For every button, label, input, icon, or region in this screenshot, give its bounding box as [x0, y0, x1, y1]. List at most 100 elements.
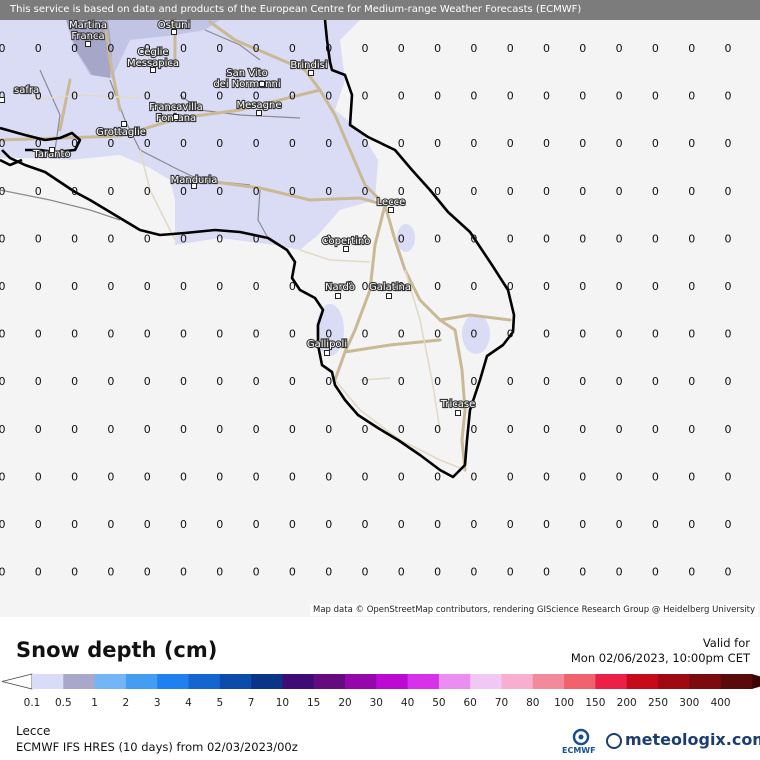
grid-value: 0 [216, 470, 223, 483]
city-name: Nardò [325, 281, 355, 293]
city-label: safra [0, 84, 40, 103]
grid-value: 0 [216, 375, 223, 388]
grid-value: 0 [325, 566, 332, 579]
grid-value: 0 [398, 185, 405, 198]
colorbar-tick-label: 1 [91, 697, 98, 709]
grid-value: 0 [652, 470, 659, 483]
colorbar-tick-label: 60 [463, 697, 477, 709]
city-marker [173, 114, 179, 120]
grid-value: 0 [543, 423, 550, 436]
grid-value: 0 [253, 42, 260, 55]
grid-value: 0 [253, 423, 260, 436]
grid-value: 0 [652, 280, 659, 293]
grid-value: 0 [289, 375, 296, 388]
map-canvas: 0 0 0 0 0 0 0 0 0 0 0 0 0 0 0 0 0 0 0 0 0 0 0 0 0 0 0 0 0 0 0 0 0 0 0 0 0 0 0 0… [0, 18, 732, 579]
grid-value: 0 [362, 185, 369, 198]
valid-time: Mon 02/06/2023, 10:00pm CET [570, 651, 750, 665]
colorbar-segment [689, 674, 722, 689]
grid-value: 0 [0, 137, 6, 150]
colorbar-tick-label: 3 [153, 697, 161, 709]
grid-value: 0 [253, 185, 260, 198]
grid-value: 0 [362, 566, 369, 579]
grid-value: 0 [470, 137, 477, 150]
map-panel[interactable]: 0 0 0 0 0 0 0 0 0 0 0 0 0 0 0 0 0 0 0 0 0 0 0 0 0 0 0 0 0 0 0 0 0 0 0 0 0 0 0 0… [0, 0, 760, 617]
grid-value: 0 [144, 185, 151, 198]
city-marker [388, 207, 394, 213]
grid-value: 0 [71, 423, 78, 436]
grid-value: 0 [688, 137, 695, 150]
grid-value: 0 [543, 90, 550, 103]
grid-value: 0 [616, 375, 623, 388]
grid-value: 0 [507, 232, 514, 245]
grid-value: 0 [470, 566, 477, 579]
city-label: Taranto [31, 147, 72, 161]
grid-value: 0 [725, 423, 732, 436]
minor-roads [29, 94, 466, 471]
grid-value: 0 [725, 566, 732, 579]
grid-value: 0 [362, 42, 369, 55]
grid-value: 0 [616, 232, 623, 245]
grid-value: 0 [507, 137, 514, 150]
grid-value: 0 [289, 42, 296, 55]
grid-value: 0 [362, 137, 369, 150]
colorbar-segment [532, 674, 565, 689]
grid-value: 0 [470, 42, 477, 55]
grid-value: 0 [107, 566, 114, 579]
grid-value: 0 [398, 375, 405, 388]
grid-value: 0 [434, 280, 441, 293]
grid-value: 0 [725, 232, 732, 245]
grid-value: 0 [362, 518, 369, 531]
grid-value: 0 [35, 518, 42, 531]
grid-value: 0 [579, 137, 586, 150]
grid-value: 0 [144, 423, 151, 436]
city-name: Gallipoli [307, 339, 347, 350]
city-name: Franca [71, 31, 104, 42]
grid-value: 0 [725, 328, 732, 341]
grid-value: 0 [470, 90, 477, 103]
grid-value: 0 [0, 328, 6, 341]
grid-value: 0 [180, 185, 187, 198]
grid-value: 0 [325, 280, 332, 293]
grid-value: 0 [362, 328, 369, 341]
grid-value: 0 [107, 375, 114, 388]
grid-value: 0 [579, 42, 586, 55]
colorbar-tick-label: 50 [432, 697, 446, 709]
grid-value: 0 [0, 470, 6, 483]
colorbar-segment [501, 674, 534, 689]
grid-value: 0 [616, 470, 623, 483]
grid-value: 0 [543, 566, 550, 579]
city-marker [455, 410, 461, 416]
grid-value: 0 [579, 185, 586, 198]
grid-value: 0 [507, 90, 514, 103]
city-name: Ceglie [137, 47, 168, 58]
grid-value: 0 [71, 232, 78, 245]
map-attribution[interactable]: Map data © OpenStreetMap contributors, r… [310, 604, 758, 616]
grid-value: 0 [253, 375, 260, 388]
city-marker [256, 110, 262, 116]
grid-value: 0 [107, 137, 114, 150]
grid-value: 0 [71, 518, 78, 531]
ecmwf-logo-text: ECMWF [562, 746, 596, 755]
colorbar-segment [345, 674, 377, 689]
color-scale-bar [1, 673, 760, 690]
city-name: Brindisi [290, 60, 327, 71]
grid-value: 0 [688, 518, 695, 531]
grid-value: 0 [289, 232, 296, 245]
grid-value: 0 [652, 328, 659, 341]
grid-value: 0 [470, 280, 477, 293]
grid-value: 0 [543, 375, 550, 388]
grid-value: 0 [107, 42, 114, 55]
colorbar-segment [251, 674, 283, 689]
grid-value: 0 [35, 232, 42, 245]
grid-value: 0 [507, 375, 514, 388]
grid-value: 0 [543, 280, 550, 293]
grid-value: 0 [35, 423, 42, 436]
city-marker [191, 183, 197, 189]
city-marker [171, 29, 177, 35]
grid-value: 0 [616, 423, 623, 436]
grid-value: 0 [253, 518, 260, 531]
meteologix-brand[interactable]: meteologix.com [625, 730, 760, 749]
grid-value: 0 [180, 137, 187, 150]
